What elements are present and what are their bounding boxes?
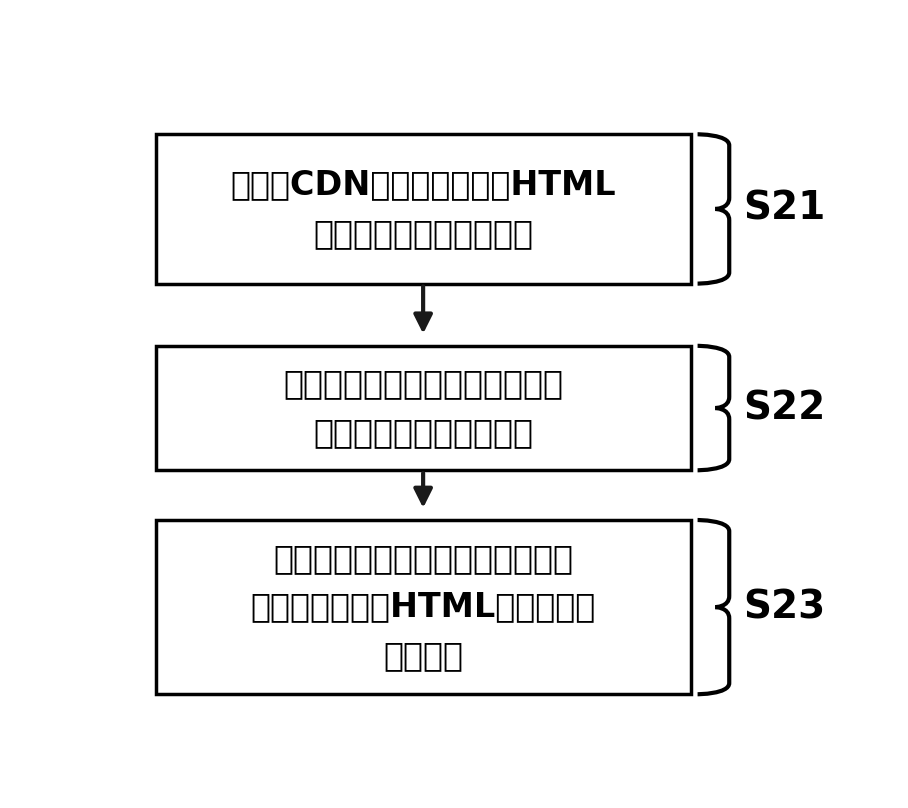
- Text: 将第一完整性标识与资源对应的
第二完整性标识进行比对: 将第一完整性标识与资源对应的 第二完整性标识进行比对: [283, 368, 563, 448]
- Text: S23: S23: [744, 588, 825, 626]
- Text: S21: S21: [744, 190, 825, 228]
- FancyBboxPatch shape: [156, 520, 691, 694]
- FancyBboxPatch shape: [156, 346, 691, 470]
- Text: 在加载CDN资源之前，获取HTML
标签中的第一完整性标识: 在加载CDN资源之前，获取HTML 标签中的第一完整性标识: [231, 168, 616, 250]
- Text: 当第一完整性标识与第二完整性标
识不一致时，在HTML标签中触发
错误事件: 当第一完整性标识与第二完整性标 识不一致时，在HTML标签中触发 错误事件: [251, 542, 596, 672]
- Text: S22: S22: [744, 389, 825, 427]
- FancyBboxPatch shape: [156, 134, 691, 284]
